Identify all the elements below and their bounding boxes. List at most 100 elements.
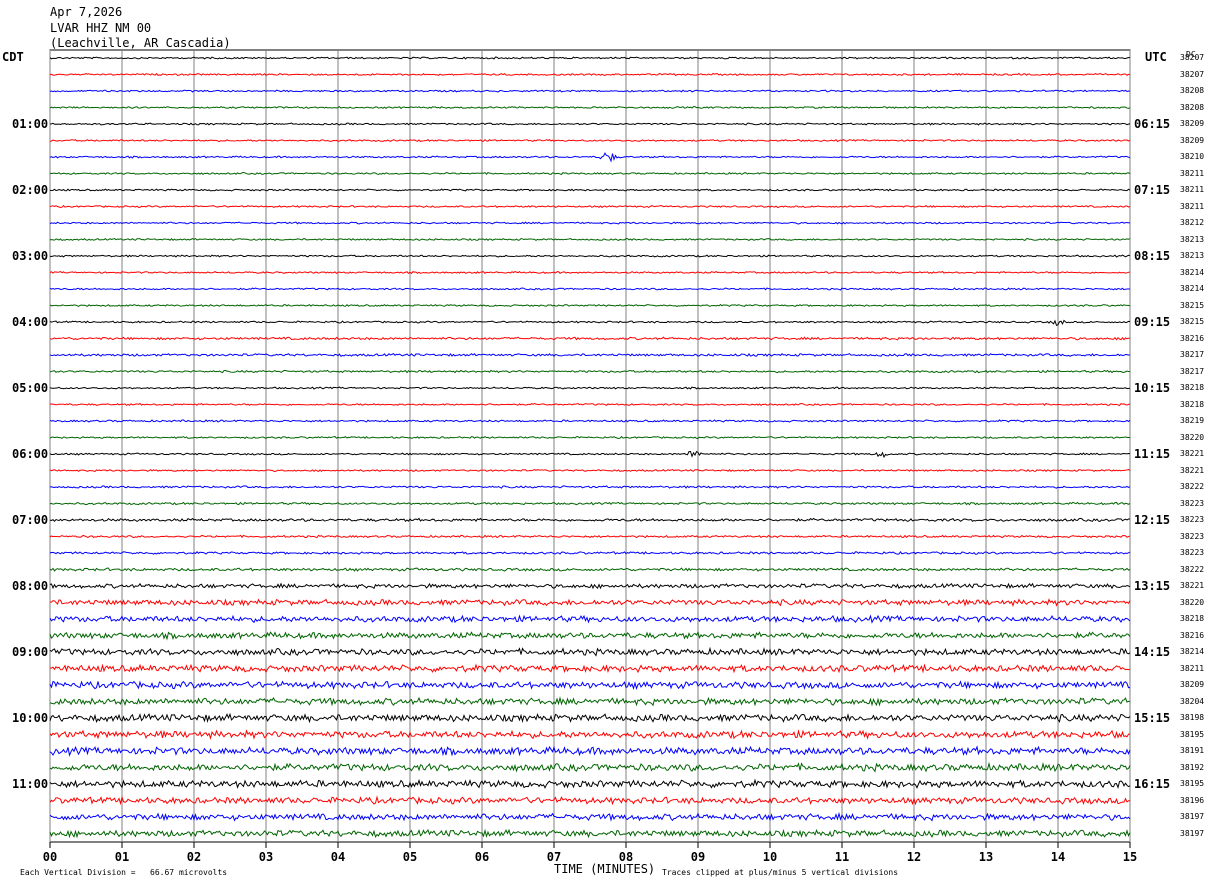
- x-axis-label: TIME (MINUTES): [554, 862, 656, 876]
- x-tick-label: 14: [1051, 850, 1065, 864]
- trace-line: [49, 386, 1131, 390]
- minute-gridlines: [49, 50, 1131, 842]
- x-axis-ticks: 00 01 02 03 04 05 06 07 08 09 10 11 12 13 14 15: [43, 842, 1137, 864]
- left-hour-label: 05:00: [12, 381, 49, 395]
- trace-line: [49, 795, 1131, 806]
- trace-offset-label: 38207: [1180, 69, 1205, 79]
- trace-line: [49, 501, 1131, 506]
- x-tick-label: 00: [43, 850, 57, 864]
- left-hour-label: 03:00: [12, 249, 49, 263]
- right-hour-label: 10:15: [1134, 381, 1171, 395]
- trace-offset-label: 38217: [1180, 366, 1205, 376]
- trace-offset-label: 38191: [1180, 746, 1205, 755]
- trace-offset-label: 38210: [1180, 152, 1205, 161]
- trace-offset-label: 38196: [1180, 795, 1205, 805]
- trace-offset-label: 38214: [1180, 284, 1205, 293]
- trace-offset-label: 38198: [1180, 713, 1205, 722]
- trace-offset-label: 38195: [1180, 729, 1205, 739]
- x-tick-label: 10: [763, 850, 777, 864]
- left-hour-label: 01:00: [12, 117, 49, 131]
- trace-line: [49, 450, 1131, 459]
- trace-line: [49, 152, 1131, 163]
- trace-line: [49, 369, 1131, 374]
- left-hour-label: 06:00: [12, 447, 49, 461]
- trace-line: [49, 680, 1131, 691]
- trace-offset-label: 38208: [1180, 102, 1205, 112]
- left-hour-label: 09:00: [12, 645, 49, 659]
- right-hour-label: 15:15: [1134, 711, 1171, 725]
- trace-offset-label: 38213: [1180, 251, 1205, 260]
- left-hour-label: 11:00: [12, 777, 49, 791]
- trace-offset-label: 38222: [1180, 564, 1205, 574]
- trace-line: [49, 402, 1131, 407]
- right-timezone-label: UTC: [1145, 50, 1167, 64]
- trace-line: [49, 122, 1131, 126]
- trace-offset-label: 38209: [1180, 680, 1205, 689]
- trace-offset-label: 38218: [1180, 399, 1205, 409]
- trace-line: [49, 419, 1131, 423]
- right-hour-label: 08:15: [1134, 249, 1171, 263]
- trace-offset-label: 38212: [1180, 218, 1205, 227]
- x-tick-label: 15: [1123, 850, 1137, 864]
- trace-line: [49, 287, 1131, 291]
- trace-line: [49, 485, 1131, 489]
- header-station: LVAR HHZ NM 00: [50, 21, 152, 35]
- trace-offset-label: 38218: [1180, 614, 1205, 623]
- trace-line: [49, 468, 1131, 473]
- trace-offset-label: 38221: [1180, 581, 1205, 590]
- trace-offset-label: 38217: [1180, 350, 1205, 359]
- left-hour-label: 10:00: [12, 711, 49, 725]
- trace-line: [49, 221, 1131, 225]
- x-tick-label: 12: [907, 850, 921, 864]
- trace-line: [49, 663, 1131, 674]
- trace-line: [49, 745, 1131, 757]
- x-tick-label: 09: [691, 850, 705, 864]
- right-hour-label: 07:15: [1134, 183, 1171, 197]
- trace-offset-label: 38209: [1180, 135, 1205, 145]
- x-tick-label: 11: [835, 850, 849, 864]
- trace-offset-label: 38211: [1180, 663, 1205, 673]
- scale-note: Each Vertical Division = 66.67 microvolt…: [20, 868, 228, 877]
- trace-line: [49, 254, 1131, 258]
- trace-line: [49, 435, 1131, 440]
- left-timezone-label: CDT: [2, 50, 24, 64]
- x-tick-label: 04: [331, 850, 345, 864]
- trace-line: [49, 336, 1131, 341]
- trace-offset-label: 38220: [1180, 432, 1205, 442]
- trace-offset-label: 38221: [1180, 449, 1205, 458]
- trace-line: [49, 828, 1131, 839]
- right-hour-label: 06:15: [1134, 117, 1171, 131]
- trace-line: [49, 105, 1131, 110]
- trace-offset-label: 38223: [1180, 548, 1205, 557]
- trace-offset-label: 38208: [1180, 86, 1205, 95]
- trace-offset-label: 38223: [1180, 515, 1205, 524]
- trace-line: [49, 550, 1131, 555]
- header-location: (Leachville, AR Cascadia): [50, 36, 231, 50]
- plot-frame: [49, 49, 1131, 843]
- trace-offset-label: 38216: [1180, 630, 1205, 640]
- trace-line: [49, 188, 1131, 192]
- dc-label: DC: [1186, 50, 1196, 59]
- trace-line: [49, 270, 1131, 275]
- trace-offset-label: 38197: [1180, 812, 1205, 821]
- trace-line: [49, 72, 1131, 77]
- trace-offset-label: 38219: [1180, 416, 1205, 425]
- x-tick-label: 01: [115, 850, 129, 864]
- trace-offset-label: 38211: [1180, 201, 1205, 211]
- trace-offset-label: 38209: [1180, 119, 1205, 128]
- trace-offset-label: 38214: [1180, 267, 1205, 277]
- trace-line: [49, 614, 1131, 624]
- x-tick-label: 06: [475, 850, 489, 864]
- trace-line: [49, 761, 1131, 773]
- left-hour-label: 07:00: [12, 513, 49, 527]
- right-hour-label: 14:15: [1134, 645, 1171, 659]
- trace-line: [49, 598, 1131, 607]
- trace-offset-label: 38211: [1180, 168, 1205, 178]
- right-hour-label: 09:15: [1134, 315, 1171, 329]
- trace-offset-label: 38204: [1180, 696, 1205, 706]
- x-tick-label: 08: [619, 850, 633, 864]
- trace-line: [49, 696, 1131, 707]
- trace-line: [49, 630, 1131, 641]
- trace-line: [49, 582, 1131, 590]
